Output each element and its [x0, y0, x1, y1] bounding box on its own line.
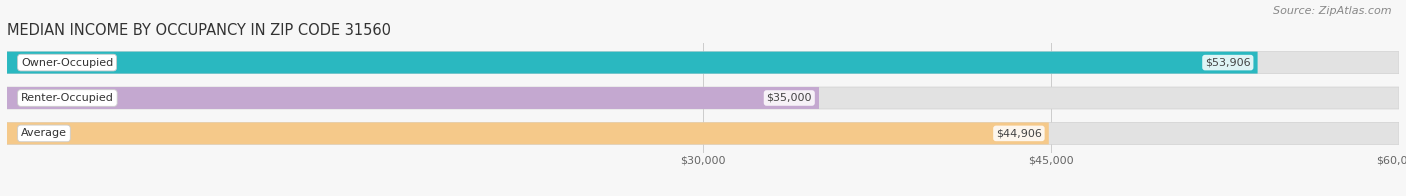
FancyBboxPatch shape — [7, 52, 1257, 74]
Text: $35,000: $35,000 — [766, 93, 813, 103]
Text: MEDIAN INCOME BY OCCUPANCY IN ZIP CODE 31560: MEDIAN INCOME BY OCCUPANCY IN ZIP CODE 3… — [7, 23, 391, 38]
Text: $53,906: $53,906 — [1205, 58, 1250, 68]
FancyBboxPatch shape — [7, 122, 1049, 144]
FancyBboxPatch shape — [7, 122, 1399, 144]
FancyBboxPatch shape — [7, 87, 1399, 109]
Text: Source: ZipAtlas.com: Source: ZipAtlas.com — [1274, 6, 1392, 16]
Text: Renter-Occupied: Renter-Occupied — [21, 93, 114, 103]
FancyBboxPatch shape — [7, 87, 818, 109]
Text: Owner-Occupied: Owner-Occupied — [21, 58, 114, 68]
FancyBboxPatch shape — [7, 52, 1399, 74]
Text: $44,906: $44,906 — [995, 128, 1042, 138]
Text: Average: Average — [21, 128, 67, 138]
